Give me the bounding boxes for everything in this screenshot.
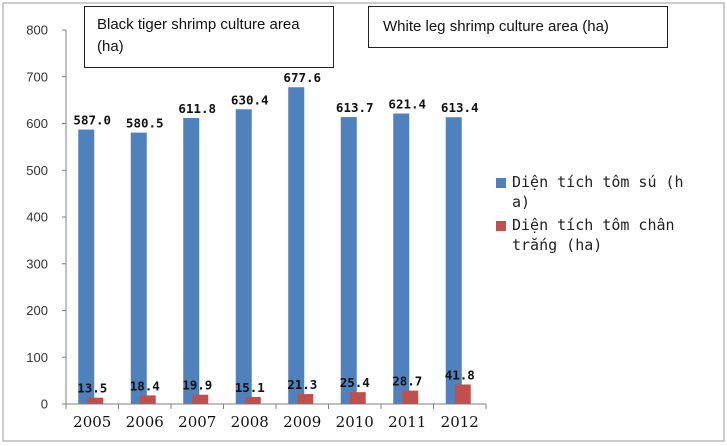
x-tick-label: 2010 [336,413,374,431]
y-tick-label: 0 [41,397,48,412]
y-tick-label: 200 [26,303,48,318]
x-tick-label: 2009 [283,413,321,431]
bar-black-tiger [340,117,357,405]
y-tick-label: 400 [26,210,48,225]
bar-white-leg [297,394,314,404]
data-label-black-tiger: 580.5 [126,116,164,131]
bar-black-tiger [183,117,200,405]
data-label-white-leg: 41.8 [445,367,475,382]
data-label-white-leg: 15.1 [235,380,265,395]
data-label-white-leg: 13.5 [77,381,107,396]
bar-white-leg [192,394,209,404]
bar-white-leg [402,390,419,404]
legend-swatch [496,221,506,231]
data-label-black-tiger: 621.4 [388,96,426,111]
legend-label: trắng (ha) [512,236,602,254]
data-label-white-leg: 21.3 [287,377,317,392]
bar-white-leg [454,384,471,404]
bar-black-tiger [78,129,95,404]
data-label-black-tiger: 613.4 [441,100,479,115]
legend-swatch [496,178,506,188]
data-label-black-tiger: 677.6 [283,70,321,85]
bar-white-leg [244,396,261,404]
legend: Diện tích tôm sú (h a) Diện tích tôm chân t… [496,173,684,254]
y-tick-label: 500 [26,163,48,178]
y-tick-label: 600 [26,116,48,131]
data-label-black-tiger: 587.0 [73,113,111,128]
annotation-white-leg: White leg shrimp culture area (ha) [368,6,668,48]
data-label-black-tiger: 613.7 [336,100,374,115]
y-tick-label: 700 [26,69,48,84]
x-tick-label: 2008 [231,413,269,431]
bar-white-leg [87,397,104,404]
annotation-black-tiger: Black tiger shrimp culture area (ha) [84,6,334,68]
bar-white-leg [349,392,366,404]
legend-label: Diện tích tôm chân [512,216,675,234]
bar-black-tiger [288,87,305,405]
y-tick-label: 800 [26,23,48,38]
y-tick-label: 300 [26,256,48,271]
x-tick-label: 2005 [73,413,111,431]
bar-black-tiger [393,113,410,405]
bar-white-leg [139,395,156,404]
data-label-white-leg: 25.4 [340,375,370,390]
legend-label: a) [512,193,530,211]
data-label-white-leg: 18.4 [130,378,160,393]
data-label-white-leg: 19.9 [182,378,212,393]
y-tick-label: 100 [26,350,48,365]
data-label-white-leg: 28.7 [392,374,422,389]
bar-black-tiger [130,132,147,404]
x-tick-label: 2012 [441,413,479,431]
data-label-black-tiger: 630.4 [231,92,269,107]
data-label-black-tiger: 611.8 [178,101,216,116]
x-tick-label: 2006 [126,413,164,431]
bar-black-tiger [445,117,462,404]
x-tick-label: 2011 [388,413,426,431]
x-tick-label: 2007 [178,413,216,431]
legend-label: Diện tích tôm sú (h [512,173,684,191]
bar-black-tiger [235,109,252,405]
